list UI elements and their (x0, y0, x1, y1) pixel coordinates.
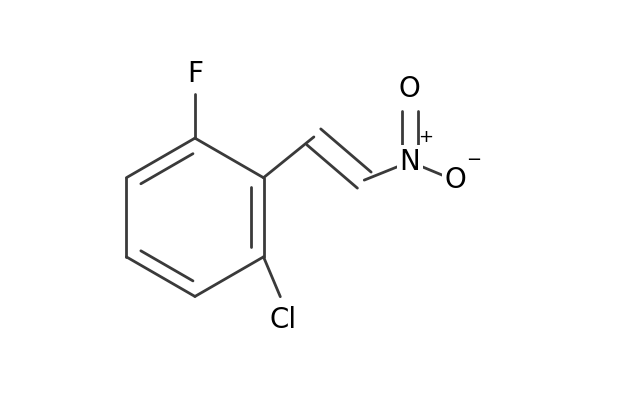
Text: +: + (418, 128, 433, 146)
Text: F: F (187, 60, 203, 88)
Text: N: N (399, 148, 420, 176)
Text: O: O (444, 166, 466, 194)
Text: Cl: Cl (269, 306, 296, 334)
Text: −: − (466, 151, 481, 169)
Text: O: O (399, 75, 421, 103)
